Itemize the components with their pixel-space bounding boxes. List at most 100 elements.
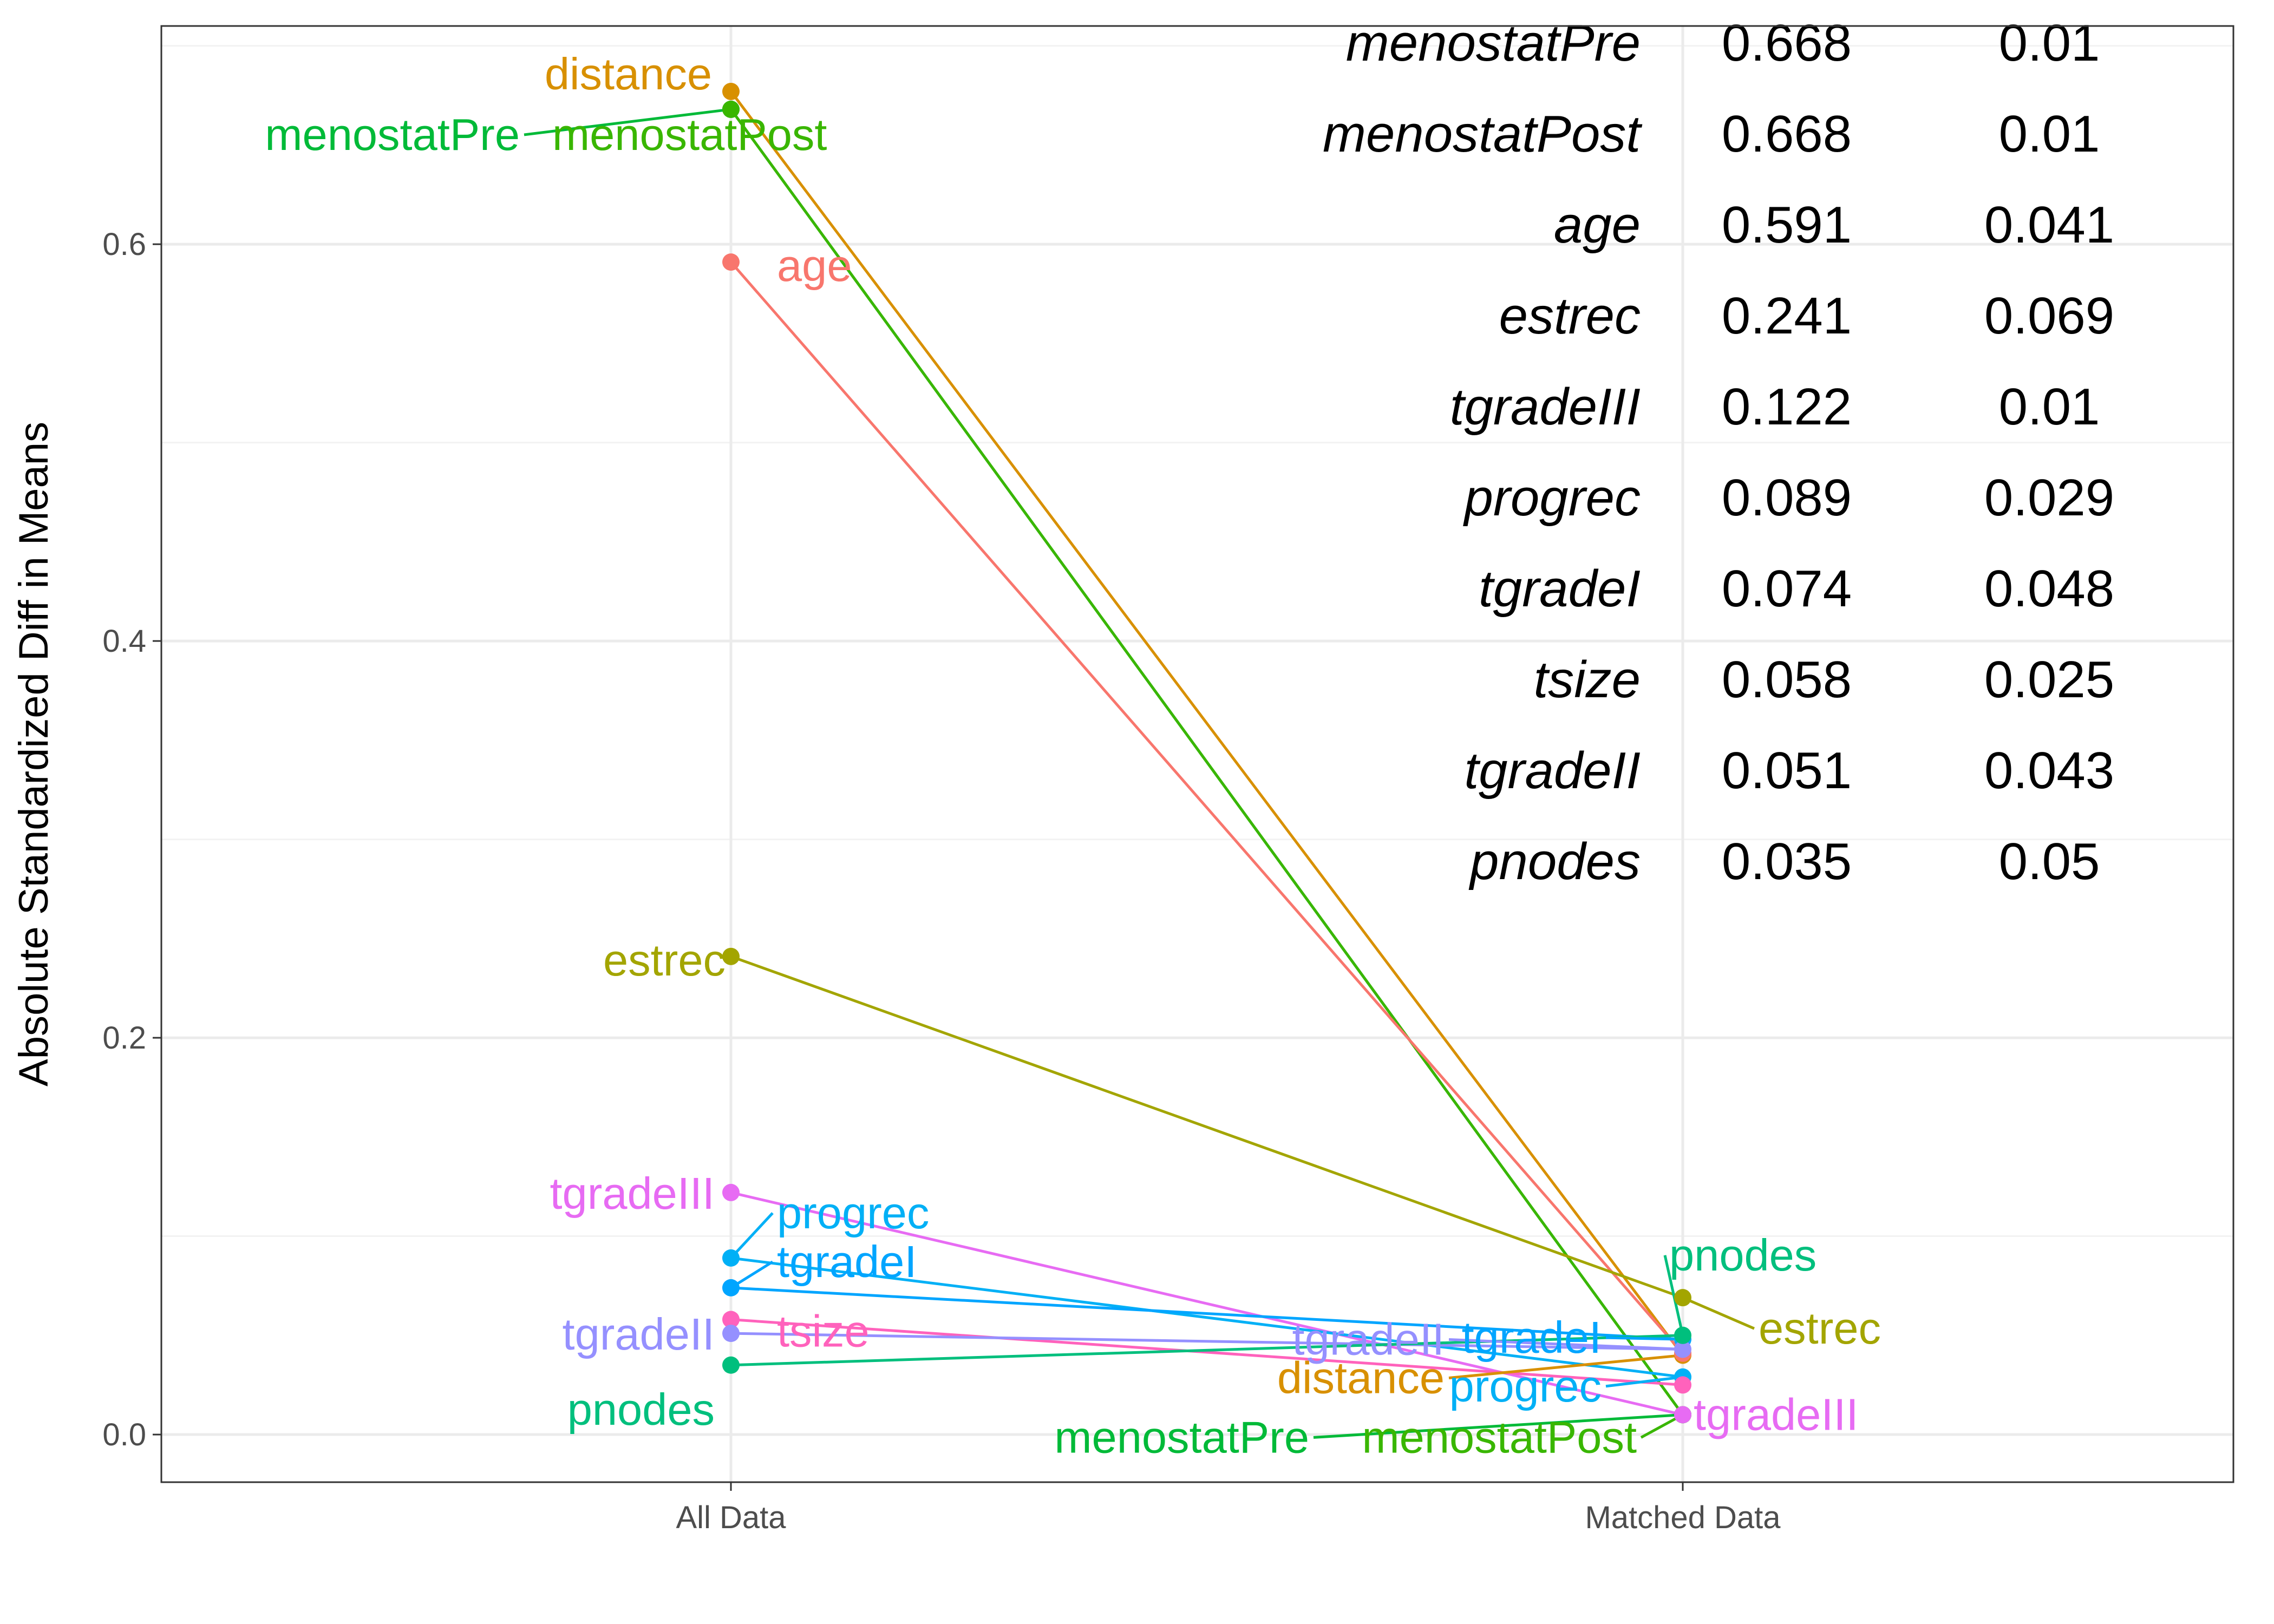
table-matched-value: 0.069 (1984, 287, 2114, 345)
series-line-tsize (730, 1318, 1683, 1386)
point-estrec-all (722, 947, 740, 965)
series-labels: distance distance menostatPre menostatPre me… (265, 49, 1881, 1462)
point-tgradeII-all (722, 1325, 740, 1343)
table-matched-value: 0.01 (1999, 378, 2100, 436)
panel-border (160, 25, 2234, 1483)
gridlines (161, 26, 2233, 1482)
label-pnodes-matched: pnodes (1669, 1230, 1816, 1280)
connector-pnodes-matched (1663, 1255, 1684, 1336)
table-all-value: 0.122 (1722, 378, 1852, 436)
table-matched-value: 0.043 (1984, 742, 2114, 800)
connector-progrec-all (730, 1212, 774, 1259)
series-line-tgradeII (730, 1332, 1683, 1351)
table-variable: pnodes (1468, 833, 1641, 890)
table-variable: progrec (1463, 469, 1641, 527)
point-tsize-all (722, 1311, 740, 1328)
label-progrec-matched: progrec (1449, 1361, 1602, 1411)
table-all-value: 0.668 (1722, 105, 1852, 163)
series-line-progrec (730, 1256, 1683, 1379)
point-tsize-matched (1674, 1376, 1691, 1394)
table-matched-value: 0.01 (1999, 105, 2100, 163)
table-matched-value: 0.041 (1984, 196, 2114, 254)
point-pnodes-matched (1674, 1326, 1691, 1344)
table-variable: estrec (1499, 287, 1641, 345)
point-tgradeII-matched (1674, 1340, 1691, 1358)
label-tsize-all: tsize (777, 1306, 870, 1356)
series-lines (729, 90, 1684, 1416)
table-all-value: 0.035 (1722, 833, 1852, 890)
label-menostatPost-matched: menostatPost (1362, 1412, 1637, 1462)
table-matched-value: 0.05 (1999, 833, 2100, 890)
label-tgradeIII-all: tgradeIII (550, 1168, 715, 1219)
y-tick-label: 0.4 (102, 624, 146, 659)
point-estrec-matched (1674, 1289, 1691, 1307)
point-tgradeIII-all (722, 1183, 740, 1201)
table-variable: age (1554, 196, 1641, 254)
table-variable: tsize (1534, 651, 1641, 709)
x-tick-label: Matched Data (1585, 1500, 1781, 1535)
table-all-value: 0.591 (1722, 196, 1852, 254)
table-variable: menostatPre (1346, 14, 1641, 72)
label-pnodes-all: pnodes (567, 1384, 715, 1435)
table-variable: tgradeI (1479, 560, 1641, 618)
table-all-value: 0.089 (1722, 469, 1852, 527)
y-tick-label: 0.2 (102, 1020, 146, 1056)
balance-table: menostatPre 0.668 0.01 menostatPost 0.668 0.0… (1323, 14, 2114, 890)
y-tick-label: 0.0 (102, 1417, 146, 1452)
label-menostatPost-all: menostatPost (552, 109, 827, 160)
axes: 0.0 0.2 0.4 0.6 All Data Matched Data (102, 227, 1781, 1535)
table-matched-value: 0.01 (1999, 14, 2100, 72)
series-line-age (730, 261, 1684, 1354)
connector-estrec-matched (1682, 1296, 1755, 1330)
label-distance-all: distance (545, 49, 712, 99)
y-axis-title: Absolute Standardized Diff in Means (11, 422, 57, 1086)
label-tgradeI-matched: tgradeI (1462, 1312, 1602, 1363)
label-tgradeII-matched: tgradeII (1292, 1314, 1445, 1364)
table-all-value: 0.668 (1722, 14, 1852, 72)
table-all-value: 0.074 (1722, 560, 1852, 618)
label-menostatPre-matched: menostatPre (1054, 1412, 1309, 1462)
label-menostatPre-all: menostatPre (265, 109, 520, 160)
series-line-distance (730, 90, 1684, 1356)
label-tgradeII-all: tgradeII (563, 1309, 715, 1359)
table-matched-value: 0.025 (1984, 651, 2114, 709)
series-points (722, 82, 1691, 1424)
point-menostatPost-all (722, 100, 740, 118)
point-age-all (722, 253, 740, 271)
table-matched-value: 0.029 (1984, 469, 2114, 527)
series-line-estrec (730, 955, 1683, 1299)
point-tgradeI-all (722, 1279, 740, 1296)
connector-menostatPre-matched (1313, 1413, 1683, 1439)
series-line-pnodes (730, 1334, 1683, 1367)
table-variable: menostatPost (1323, 105, 1642, 163)
point-progrec-all (722, 1249, 740, 1267)
table-variable: tgradeIII (1450, 378, 1641, 436)
label-tgradeIII-matched: tgradeIII (1694, 1389, 1859, 1439)
table-variable: tgradeII (1464, 742, 1641, 800)
table-all-value: 0.241 (1722, 287, 1852, 345)
series-line-tgradeIII (730, 1191, 1683, 1416)
label-estrec-all: estrec (603, 935, 726, 985)
point-pnodes-all (722, 1356, 740, 1374)
connector-distance-matched (1448, 1353, 1683, 1379)
series-line-menostatPost (729, 108, 1684, 1416)
label-estrec-matched: estrec (1759, 1303, 1881, 1353)
point-tgradeIII-matched (1674, 1406, 1691, 1424)
table-matched-value: 0.048 (1984, 560, 2114, 618)
table-all-value: 0.051 (1722, 742, 1852, 800)
label-connectors (524, 108, 1755, 1439)
connector-tgradeII-matched (1448, 1338, 1683, 1351)
label-distance-matched: distance (1277, 1352, 1445, 1403)
label-tgradeI-all: tgradeI (777, 1236, 917, 1287)
connector-progrec-matched (1605, 1376, 1683, 1388)
y-tick-label: 0.6 (102, 227, 146, 262)
label-progrec-all: progrec (777, 1188, 929, 1238)
connector-menostatPre-all (524, 108, 731, 136)
table-all-value: 0.058 (1722, 651, 1852, 709)
connector-tgradeI-matched (1605, 1336, 1683, 1341)
label-age-all: age (777, 240, 852, 291)
series-line-tgradeI (730, 1286, 1683, 1341)
point-distance-all (722, 82, 740, 100)
x-tick-label: All Data (676, 1500, 786, 1535)
